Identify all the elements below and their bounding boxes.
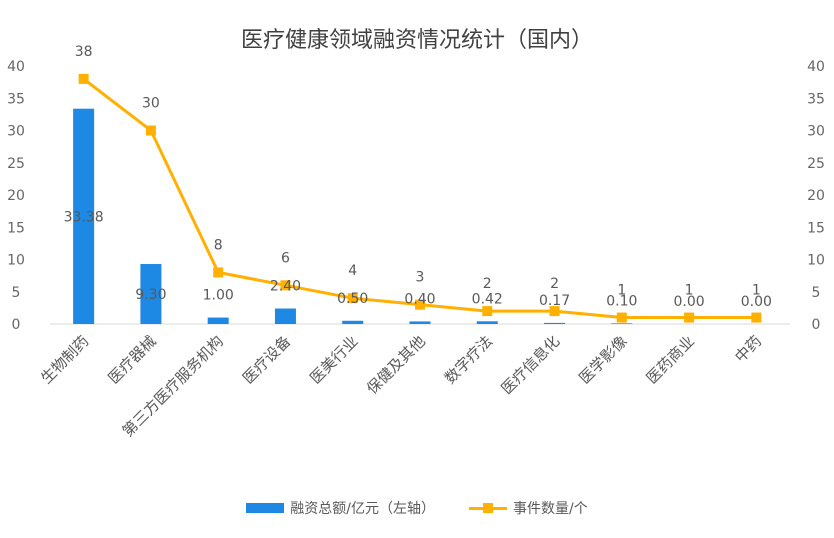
chart-title: 医疗健康领域融资情况统计（国内）	[240, 28, 593, 53]
bar-data-label: 33.38	[64, 209, 104, 225]
y-left-tick-label: 15	[7, 220, 25, 236]
line-point	[78, 73, 89, 84]
bar-data-label: 0.10	[606, 293, 637, 309]
y-right-tick-label: 20	[807, 188, 825, 204]
line-data-label: 6	[281, 250, 290, 266]
y-right-tick-label: 5	[812, 285, 821, 301]
bar-data-label: 0.17	[539, 293, 570, 309]
x-category-label: 医疗设备	[239, 332, 294, 387]
bar-data-label: 0.00	[741, 294, 772, 310]
x-category-label: 生物制药	[37, 332, 92, 387]
x-category-label: 医药商业	[643, 332, 698, 387]
line-data-label: 1	[685, 283, 694, 299]
legend-item-line[interactable]: 事件数量/个	[469, 498, 588, 518]
legend-bar-swatch	[246, 503, 285, 513]
y-left-tick-label: 20	[7, 188, 25, 204]
bar-data-label: 1.00	[203, 288, 234, 304]
y-right-tick-label: 0	[812, 317, 821, 333]
bar-data-label: 0.50	[337, 291, 368, 307]
bar-data-label: 0.40	[404, 291, 435, 307]
x-category-label: 医学影像	[575, 332, 630, 387]
y-right-tick-label: 15	[807, 220, 825, 236]
legend-line-swatch	[469, 502, 507, 514]
bar	[73, 108, 95, 324]
line-data-label: 38	[75, 44, 93, 60]
bar	[140, 264, 162, 324]
line-point	[280, 280, 291, 291]
line-point	[549, 306, 560, 317]
y-left-tick-label: 10	[7, 253, 25, 269]
line-point	[751, 312, 762, 323]
y-left-tick-label: 30	[7, 124, 25, 140]
x-category-label: 保健及其他	[363, 332, 429, 398]
x-category-label: 医疗信息化	[498, 332, 564, 398]
x-category-label: 医疗器械	[105, 332, 160, 387]
legend-label-bar: 融资总额/亿元（左轴）	[290, 501, 435, 517]
line-point	[616, 312, 627, 323]
y-right-tick-label: 40	[807, 59, 825, 75]
line-data-label: 2	[483, 276, 492, 292]
line-data-label: 3	[416, 270, 425, 286]
line-data-label: 8	[214, 237, 223, 253]
bar-data-label: 9.30	[135, 287, 166, 303]
line-point	[684, 312, 695, 323]
bar	[274, 308, 296, 324]
y-left-tick-label: 40	[7, 59, 25, 75]
bar-data-label: 0.42	[472, 291, 503, 307]
line-data-label: 1	[617, 283, 626, 299]
line-point	[213, 267, 224, 278]
legend-item-bar[interactable]: 融资总额/亿元（左轴）	[246, 498, 435, 518]
line-data-label: 1	[752, 283, 761, 299]
line-data-label: 30	[142, 96, 160, 112]
y-right-tick-label: 10	[807, 253, 825, 269]
y-right-tick-label: 35	[807, 91, 825, 107]
y-left-tick-label: 5	[12, 285, 21, 301]
bar	[409, 321, 431, 324]
line-point	[145, 125, 156, 136]
y-left-tick-label: 35	[7, 91, 25, 107]
line-data-label: 4	[348, 263, 357, 279]
x-category-label: 医美行业	[306, 332, 361, 387]
legend-label-line: 事件数量/个	[513, 501, 588, 517]
legend: 融资总额/亿元（左轴） 事件数量/个	[0, 498, 834, 518]
bar	[476, 321, 498, 324]
bar	[544, 322, 566, 324]
line-point	[482, 306, 493, 317]
y-right-tick-label: 25	[807, 156, 825, 172]
bar	[342, 320, 364, 324]
y-right-tick-label: 30	[807, 124, 825, 140]
bar	[207, 317, 229, 324]
y-left-tick-label: 25	[7, 156, 25, 172]
bar-data-label: 0.00	[674, 294, 705, 310]
bar	[611, 323, 633, 324]
y-left-tick-label: 0	[12, 317, 21, 333]
line-point	[415, 299, 425, 310]
x-category-label: 中药	[731, 332, 765, 366]
x-category-label: 数字疗法	[441, 332, 496, 387]
bar-data-label: 2.40	[270, 279, 301, 295]
line-data-label: 2	[550, 276, 559, 292]
line-point	[347, 293, 358, 304]
